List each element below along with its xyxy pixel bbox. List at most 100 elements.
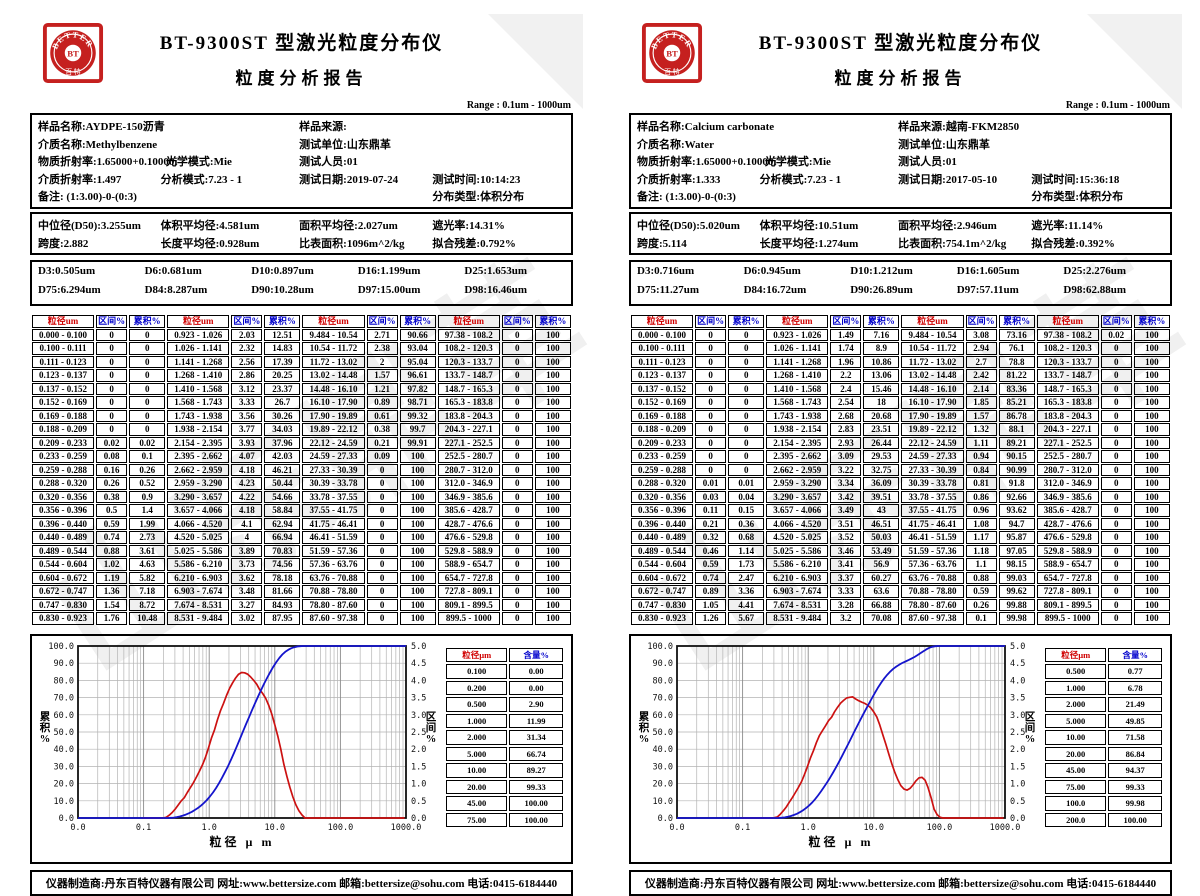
cumulative-cell: 100	[1133, 517, 1170, 531]
field: D97:15.00um	[357, 284, 421, 297]
bin-cell: 0.923 - 1.026	[167, 328, 230, 342]
report-subtitle: 粒度分析报告	[834, 69, 967, 88]
field: 比表面积:1096m^2/kg	[299, 237, 405, 250]
summary-row: 0.100 0.00	[446, 664, 563, 679]
y-left-tick: 80.0	[54, 676, 74, 686]
cumulative-cell: 78.18	[264, 571, 301, 585]
cumulative-cell: 0	[728, 382, 765, 396]
summary-content-cell: 99.33	[509, 779, 563, 795]
bin-cell: 0.440 - 0.489	[32, 531, 95, 544]
field: D90:10.28um	[251, 284, 314, 297]
interval-cell: 1.85	[965, 396, 997, 409]
summary-row: 0.500 2.90	[446, 697, 563, 712]
cumulative-cell: 100	[534, 463, 571, 477]
field: D25:1.653um	[464, 265, 528, 278]
cumulative-cell: 8.72	[129, 598, 166, 612]
bin-cell: 6.210 - 6.903	[167, 571, 230, 585]
bettersize-logo-icon: BETTER BT 百 特	[641, 22, 703, 84]
field: D16:1.199um	[357, 265, 421, 278]
interval-cell: 0	[366, 531, 398, 544]
summary-row: 1.000 6.78	[1045, 680, 1162, 696]
cumulative-cell: 74.56	[264, 558, 301, 571]
cumulative-header: 累积%	[863, 315, 900, 328]
interval-cell: 0	[366, 558, 398, 571]
summary-size-header: 粒径µm	[1045, 647, 1107, 663]
interval-cell: 1.54	[96, 598, 128, 612]
interval-cell: 0	[501, 544, 533, 558]
bin-cell: 0.259 - 0.288	[32, 463, 95, 477]
bin-cell: 899.5 - 1000	[1036, 612, 1099, 625]
chart-box: 0.0 10.0 20.0 30.0 40.0 50.0 60.0 70.0 80.0 90.0 1…	[30, 633, 573, 864]
summary-content-cell: 89.27	[509, 763, 563, 778]
cumulative-cell: 0	[728, 423, 765, 436]
interval-cell: 0	[695, 355, 727, 369]
bin-cell: 8.531 - 9.484	[167, 612, 230, 625]
cumulative-cell: 7.16	[863, 328, 900, 342]
summary-row: 5.000 66.74	[446, 746, 563, 762]
summary-content-cell: 31.34	[509, 730, 563, 745]
field: 光学模式:Mie	[764, 156, 831, 169]
interval-cell: 0	[501, 328, 533, 342]
bin-cell: 1.410 - 1.568	[167, 382, 230, 396]
interval-cell: 3.33	[231, 396, 263, 409]
cumulative-cell: 0.9	[129, 490, 166, 504]
bin-cell: 133.7 - 148.7	[1036, 369, 1099, 382]
y-right-tick: 4.0	[411, 676, 426, 686]
cumulative-cell: 5.67	[728, 612, 765, 625]
interval-cell: 1.08	[965, 517, 997, 531]
field: D84:16.72um	[743, 284, 807, 297]
bin-cell: 1.568 - 1.743	[766, 396, 829, 409]
bin-cell: 5.586 - 6.210	[167, 558, 230, 571]
cumulative-cell: 0	[728, 342, 765, 355]
logo-cn-text: 百 特	[65, 67, 80, 76]
summary-content-cell: 86.84	[1108, 746, 1162, 762]
field-row: D3:0.505um D6:0.681um D10:0.897um D16:1.199…	[38, 264, 571, 283]
field: 测试单位:山东鼎革	[898, 138, 990, 151]
field: 样品名称:Calcium carbonate	[637, 121, 775, 133]
interval-cell: 0	[1100, 409, 1132, 423]
interval-cell: 1.57	[965, 409, 997, 423]
interval-cell: 0	[695, 423, 727, 436]
report-panel: 山东鼎革 BETTER BT 百 特 BT-9300ST 型激光粒度分布仪 粒度…	[620, 14, 1200, 896]
interval-cell: 0.38	[96, 490, 128, 504]
y-left-tick: 50.0	[54, 728, 74, 738]
interval-cell: 0	[501, 517, 533, 531]
interval-cell: 0.96	[965, 504, 997, 517]
cumulative-cell: 37.96	[264, 436, 301, 450]
cumulative-cell: 100	[1133, 369, 1170, 382]
field: 跨度:2.882	[38, 237, 89, 250]
cumulative-cell: 100	[1133, 490, 1170, 504]
bin-cell: 1.141 - 1.268	[766, 355, 829, 369]
bin-cell: 280.7 - 312.0	[1036, 463, 1099, 477]
field: 光学模式:Mie	[165, 156, 232, 169]
interval-cell: 1.57	[366, 369, 398, 382]
bin-cell: 4.520 - 5.025	[167, 531, 230, 544]
cumulative-cell: 20.25	[264, 369, 301, 382]
y-right-tick: 3.5	[1010, 693, 1025, 703]
y-right-tick: 0.0	[1010, 814, 1025, 824]
cumulative-cell: 76.1	[998, 342, 1035, 355]
main-table: 粒径um 区间% 累积% 粒径um 区间% 累积% 粒径um 区间% 累积% 粒径um 区间% 累积%…	[629, 314, 1172, 626]
interval-cell: 0.01	[695, 477, 727, 490]
bin-cell: 2.395 - 2.662	[766, 450, 829, 463]
y-right-tick: 4.5	[411, 659, 426, 669]
interval-cell: 2.93	[830, 436, 862, 450]
cumulative-cell: 0	[129, 355, 166, 369]
interval-cell: 0.88	[96, 544, 128, 558]
y-left-tick: 10.0	[54, 796, 74, 806]
x-axis-label: 粒径 µ m	[210, 834, 275, 849]
cumulative-cell: 100	[534, 328, 571, 342]
stats-box: 中位径(D50):3.255um 体积平均径:4.581um 面积平均径:2.027…	[30, 211, 573, 256]
bin-cell: 0.356 - 0.396	[32, 504, 95, 517]
x-tick: 0.1	[735, 823, 750, 833]
y-left-tick: 50.0	[653, 728, 673, 738]
summary-row: 75.00 100.00	[446, 812, 563, 828]
interval-cell: 0.88	[965, 571, 997, 585]
summary-content-header: 含量%	[509, 647, 563, 663]
interval-cell: 0	[501, 436, 533, 450]
summary-content-cell: 49.85	[1108, 713, 1162, 729]
bin-cell: 204.3 - 227.1	[437, 423, 500, 436]
bin-cell: 312.0 - 346.9	[1036, 477, 1099, 490]
table-row: 0.123 - 0.137 0 0 1.268 - 1.410 2.2 13.06 13.0…	[631, 369, 1170, 382]
summary-size-cell: 75.00	[1045, 779, 1107, 795]
